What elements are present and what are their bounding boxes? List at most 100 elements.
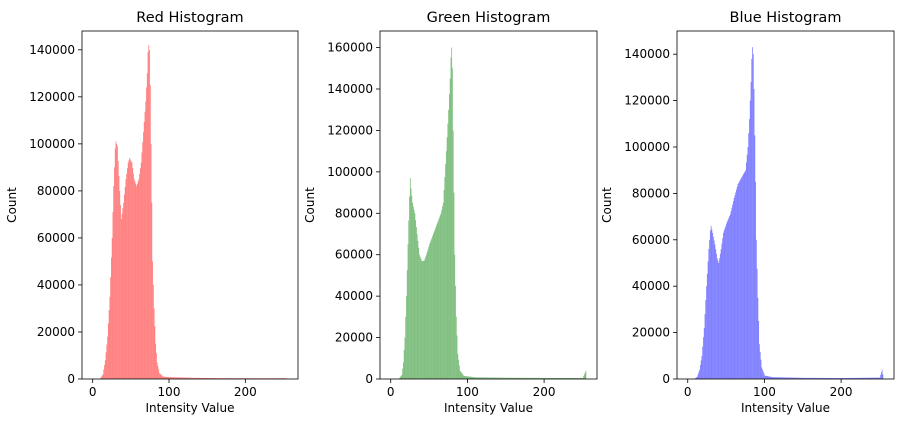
y-tick-label: 100000 [327,165,373,179]
histogram-bar [556,377,558,379]
histogram-bar [796,377,798,379]
histogram-bar [449,78,451,380]
histogram-bar [821,377,822,379]
histogram-bar [146,87,147,379]
y-tick-label: 60000 [335,248,373,262]
histogram-bar [533,377,535,379]
histogram-bar [134,181,136,379]
y-tick-label: 160000 [327,41,373,55]
histogram-bar [867,377,868,379]
histogram-bar [789,377,791,379]
histogram-bar [130,159,131,379]
histogram-bar [435,225,437,379]
histogram-bar [824,377,825,379]
histogram-bar [782,377,783,379]
histogram-bar [115,141,117,379]
histogram-bar [719,258,720,379]
histogram-bar [426,254,427,379]
histogram-bar [171,377,173,379]
histogram-bar [698,372,700,379]
histogram-bar [199,377,201,379]
histogram-bar [196,377,198,379]
histogram-bar [815,377,816,379]
histogram-bar [580,377,581,379]
histogram-bar [451,47,453,379]
histogram-bar [442,202,444,379]
histogram-bar [703,327,705,379]
histogram-bar [103,369,105,379]
histogram-bar [579,377,581,379]
histogram-bar [430,240,432,379]
histogram-bar [169,377,171,379]
histogram-bar [437,221,439,379]
histogram-bar [554,377,555,379]
histogram-bar [520,377,522,379]
histogram-bar [465,376,467,379]
histogram-bar [116,143,118,379]
histogram-bar [485,377,487,379]
histogram-bar [102,374,104,379]
histogram-bar [207,378,209,379]
histogram-bar [543,377,545,379]
histogram-bar [792,377,793,379]
histogram-bar [760,359,762,379]
histogram-bar [109,296,111,379]
histogram-bar [723,230,725,379]
histogram-bar [157,366,159,379]
histogram-bar [876,377,878,379]
histogram-bar [793,377,795,379]
histogram-bar [725,225,727,379]
histogram-bar [412,206,414,379]
histogram-bar [114,148,116,379]
histogram-bar [472,377,474,379]
histogram-bar [210,378,211,379]
histogram-bar [460,371,462,379]
histogram-bar [772,377,774,379]
histogram-bar [739,181,740,379]
histogram-bar [405,316,407,379]
histogram-bar [792,377,794,379]
histogram-bar [779,377,781,379]
x-tick-label: 0 [89,385,97,399]
histogram-bar [818,377,820,379]
histogram-bar [106,344,108,379]
histogram-bar [728,217,730,379]
histogram-bar [827,377,829,379]
histogram-bar [732,204,733,379]
histogram-bar [462,374,464,379]
histogram-bar [404,337,406,379]
histogram-bar [402,368,404,379]
histogram-bar [724,228,726,379]
y-tick-label: 40000 [335,289,373,303]
histogram-bar [804,377,806,379]
histogram-bar [719,253,721,379]
histogram-bar [449,94,450,379]
histogram-bar [864,377,865,379]
histogram-bar [872,377,874,379]
histogram-bar [200,377,202,379]
histogram-bar [413,209,415,379]
histogram-bar [791,377,793,379]
histogram-bar [581,377,583,379]
histogram-bar [475,377,477,379]
histogram-bar [475,377,476,379]
histogram-bar [746,154,748,379]
histogram-bar [695,377,697,379]
histogram-bar [121,213,123,379]
histogram-bar [480,377,482,379]
histogram-bar [170,377,172,379]
histogram-bar [478,377,480,379]
histogram-bar [498,377,499,379]
histogram-bar [165,376,166,379]
histogram-bar [696,377,697,379]
histogram-bar [831,378,833,379]
y-tick-label: 40000 [632,279,670,293]
histogram-bar [151,202,153,379]
histogram-bar [769,376,771,379]
histogram-bar [163,376,165,379]
histogram-bar [169,377,170,379]
histogram-bar [214,378,215,379]
histogram-bar [403,362,404,379]
histogram-bar [821,377,823,379]
histogram-bar [525,377,527,379]
